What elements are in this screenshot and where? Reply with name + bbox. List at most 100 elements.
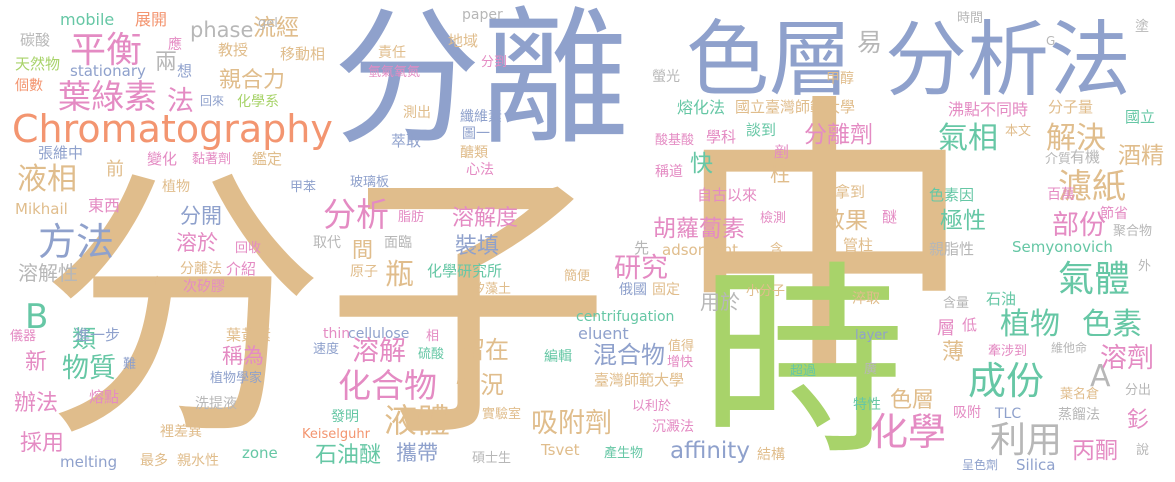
word: 研究 [614, 253, 668, 284]
word: 色層 [890, 388, 935, 413]
word: 年 [153, 276, 167, 292]
word: 分析法 [885, 13, 1132, 108]
word: 回來 [200, 94, 225, 108]
word: 濾紙 [1058, 167, 1126, 207]
word: 教授 [218, 41, 249, 59]
word: 百萬 [1047, 187, 1075, 203]
word: 植物 [162, 179, 190, 195]
word: melting [60, 453, 118, 471]
word: 熔點 [89, 388, 120, 406]
word: 相 [426, 329, 440, 344]
word: 沸點不同時 [948, 100, 1029, 119]
word: 裡差異 [160, 424, 202, 440]
word: 分開 [180, 204, 222, 228]
word: 石油 [986, 290, 1017, 308]
word: 管柱 [843, 236, 874, 254]
word: 釤 [1127, 408, 1150, 433]
word: 吸附劑 [531, 408, 612, 439]
word: 呈色劑 [962, 458, 999, 472]
word: 化學系 [237, 94, 279, 110]
word: 張維中 [38, 144, 84, 162]
word: stationary [70, 62, 146, 80]
word: 碳酸 [20, 31, 51, 49]
word: 萃取 [391, 132, 422, 150]
word: 物質 [62, 353, 116, 384]
word: 螢光 [652, 69, 680, 85]
word: 實驗室 [482, 407, 522, 422]
word: 葉黃素 [226, 326, 272, 344]
word: 最多 [140, 453, 168, 469]
word: 兩 [155, 50, 178, 75]
word: 醚 [882, 208, 898, 226]
word: 外 [1138, 259, 1152, 274]
word: 檢測 [760, 211, 787, 226]
word: 極性 [940, 208, 986, 234]
word: 柱 [770, 162, 790, 186]
word: 廣 [864, 362, 878, 377]
word: 國立 [1125, 108, 1156, 126]
word: Keiselguhr [302, 427, 370, 442]
word: 增快 [667, 355, 694, 370]
word: Tsvet [541, 441, 580, 459]
word: 溶劑 [1100, 343, 1154, 374]
word: 圖一 [462, 126, 490, 142]
word: 特性 [853, 397, 881, 413]
word: 氣體 [1058, 259, 1131, 300]
word: 分離 [333, 0, 629, 165]
word: 測出 [403, 105, 431, 121]
word: A [1090, 359, 1111, 394]
word: 原子 [350, 264, 378, 280]
word: 儀器 [10, 329, 37, 344]
word: 層 [937, 318, 955, 339]
word: 間 [352, 238, 373, 262]
word: 脂肪 [398, 210, 425, 225]
word: phase [190, 18, 254, 42]
word: 時間 [957, 11, 984, 26]
word: 責任 [378, 45, 406, 61]
word: 解決 [1046, 121, 1106, 156]
word: 分子量 [1048, 98, 1094, 116]
word: 分析 [323, 195, 389, 234]
word: 吸附 [953, 405, 981, 421]
word: 結構 [757, 447, 785, 463]
word: 流經 [253, 15, 299, 41]
word: 進一步 [75, 326, 121, 344]
word: 色素 [1082, 307, 1142, 342]
word: 中 [675, 70, 975, 419]
word: thin [323, 326, 351, 342]
word: 低 [962, 316, 978, 334]
word: eluent [578, 324, 629, 343]
word: 天然物 [15, 55, 61, 73]
word: 氣相 [938, 121, 998, 156]
word: 薄 [942, 340, 965, 365]
word: 心法 [466, 162, 494, 178]
word: 固定 [652, 282, 680, 298]
word: 類 [72, 325, 96, 353]
word: 移動相 [280, 45, 326, 63]
word: 溶解度 [452, 206, 519, 231]
word: 瓶 [385, 257, 415, 291]
word: cellulose [348, 326, 410, 342]
word: 地域 [448, 32, 479, 50]
word: 說 [1136, 443, 1150, 458]
word: 植物學家 [210, 371, 263, 386]
word: 含 [770, 242, 784, 257]
word: 俄國 [619, 282, 647, 298]
word: 取代 [313, 235, 341, 251]
word: 留在 [461, 336, 509, 364]
word: 含量 [943, 296, 970, 311]
word: 胡蘿蔔素 [653, 216, 745, 242]
word: 混合物 [593, 341, 665, 369]
word: 小分子 [746, 284, 786, 299]
word: 葉綠素 [58, 77, 157, 116]
word: 化合物 [338, 366, 437, 405]
word: 液相 [17, 162, 77, 197]
word: Silica [1016, 456, 1056, 474]
word: 纖維素 [460, 109, 502, 125]
word: 產生物 [604, 446, 644, 461]
word: 石油醚 [315, 443, 382, 468]
word: 酸基酸 [655, 133, 695, 148]
word: 值得 [668, 339, 695, 354]
word: 變化 [147, 150, 178, 168]
word: 蒸餾法 [1058, 407, 1100, 423]
